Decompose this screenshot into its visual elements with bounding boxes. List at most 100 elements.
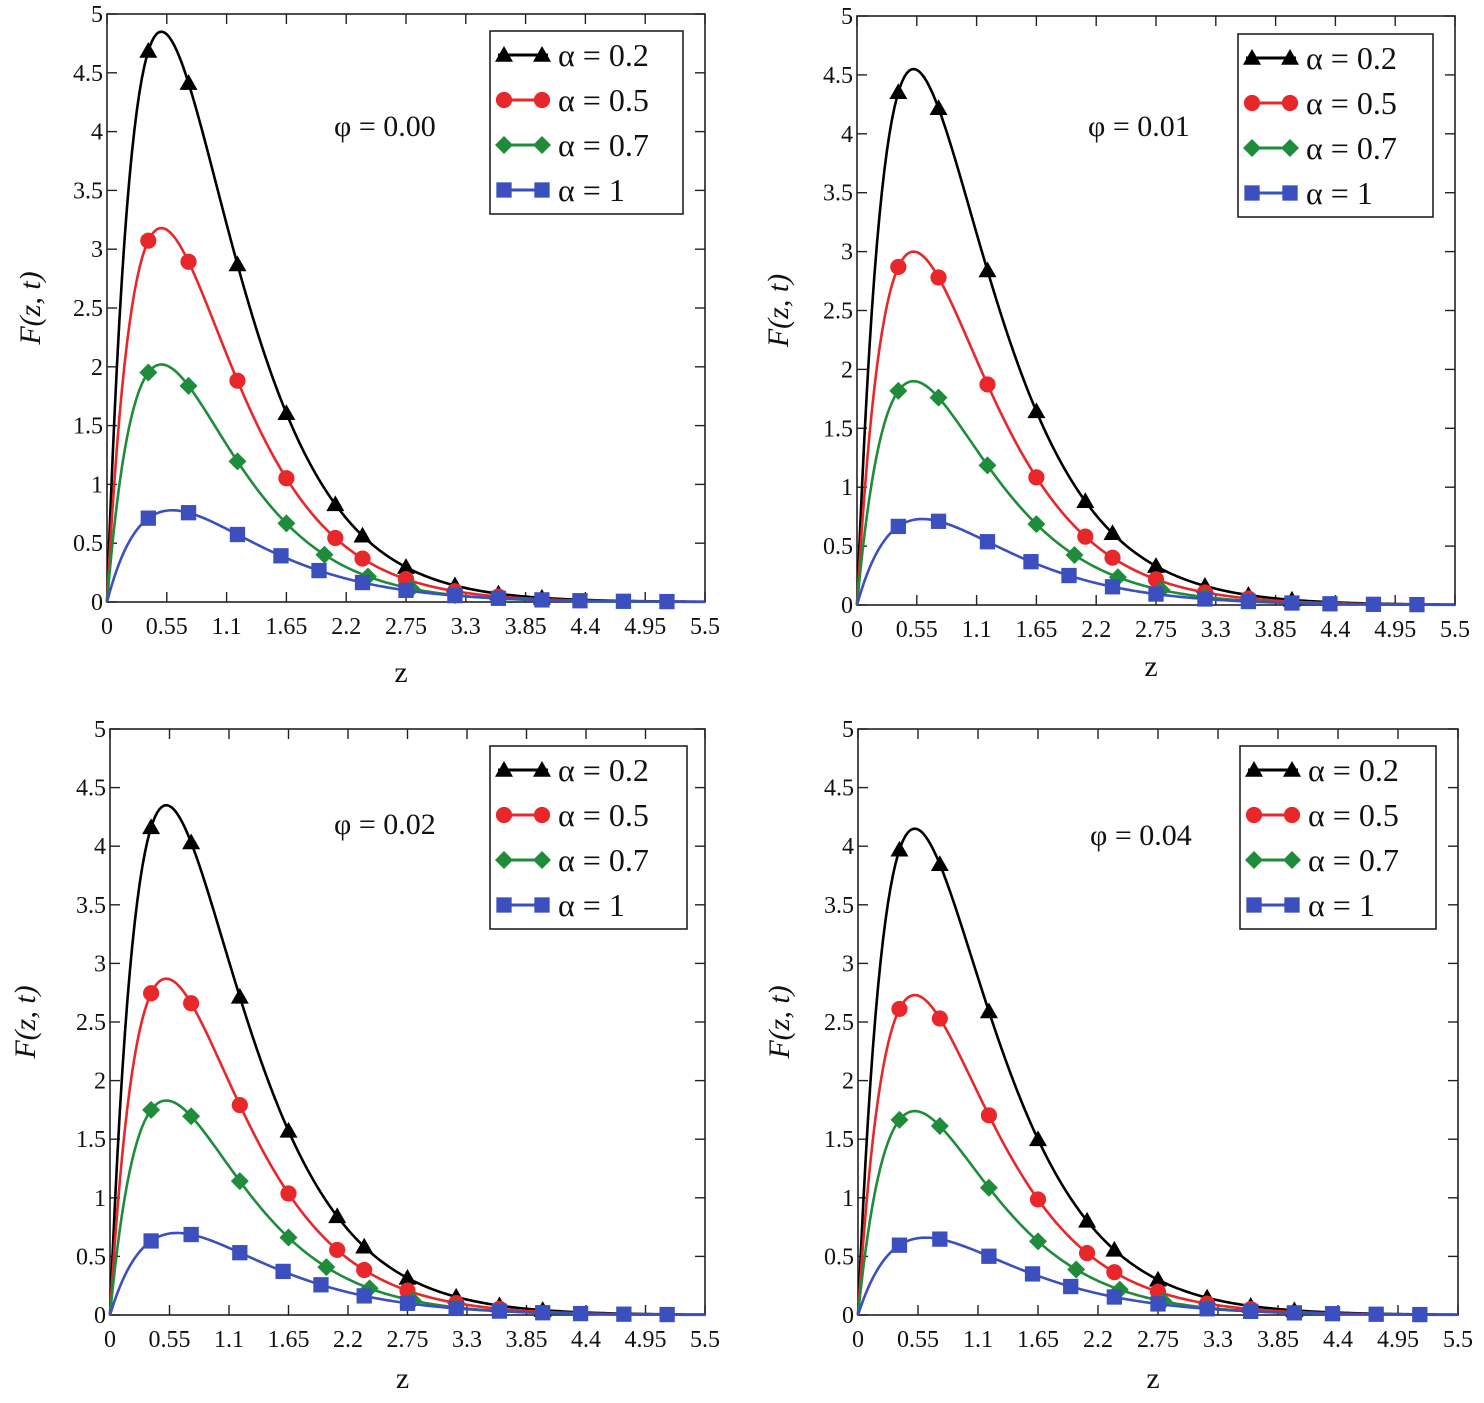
x-tick-label: 4.4 bbox=[1323, 1327, 1353, 1353]
data-point-marker bbox=[659, 593, 675, 610]
legend-label: α = 0.7 bbox=[1308, 842, 1399, 878]
data-point-marker bbox=[356, 1288, 372, 1304]
data-point-marker bbox=[229, 372, 246, 389]
legend-marker bbox=[533, 851, 551, 869]
legend-label: α = 1 bbox=[558, 887, 625, 923]
x-tick-label: 1.1 bbox=[214, 1327, 244, 1353]
y-axis-label: F(z, t) bbox=[14, 271, 47, 345]
y-axis-label: F(z, t) bbox=[762, 274, 795, 348]
data-point-marker bbox=[490, 590, 507, 606]
data-point-marker bbox=[1105, 1240, 1124, 1257]
y-tick-label: 2.5 bbox=[824, 1010, 854, 1036]
chart-panel-3: 0 0.55 1.1 1.65 2.2 2.75 3.3 3.85 4.4 4.95 5.500.5… bbox=[9, 717, 720, 1395]
legend-label: α = 0.5 bbox=[558, 82, 649, 118]
data-point-marker bbox=[1027, 515, 1046, 534]
x-tick-label: 1.65 bbox=[268, 1327, 310, 1353]
y-tick-label: 2 bbox=[841, 357, 853, 383]
legend-marker bbox=[1245, 851, 1263, 869]
x-tick-label: 1.65 bbox=[1015, 617, 1057, 643]
data-point-marker bbox=[931, 1010, 948, 1027]
data-point-marker bbox=[142, 1100, 161, 1119]
y-tick-label: 0.5 bbox=[824, 1244, 854, 1270]
x-tick-label: 2.75 bbox=[387, 1327, 429, 1353]
x-tick-label: 1.1 bbox=[963, 1327, 993, 1353]
x-tick-label: 4.4 bbox=[1320, 617, 1350, 643]
y-tick-label: 1 bbox=[94, 1186, 106, 1212]
data-point-marker bbox=[328, 1207, 347, 1224]
data-point-marker bbox=[1106, 1264, 1123, 1281]
data-point-marker bbox=[182, 833, 201, 850]
x-tick-label: 4.95 bbox=[1374, 617, 1416, 643]
data-point-marker bbox=[1147, 557, 1165, 573]
data-point-marker bbox=[616, 1306, 632, 1322]
data-point-marker bbox=[932, 1231, 948, 1247]
legend-label: α = 0.5 bbox=[1308, 797, 1399, 833]
y-tick-label: 2.5 bbox=[823, 299, 853, 325]
data-point-marker bbox=[889, 381, 908, 400]
data-point-marker bbox=[1024, 1266, 1041, 1282]
data-point-marker bbox=[572, 1305, 589, 1322]
legend-label: α = 0.2 bbox=[558, 37, 649, 73]
x-tick-label: 3.3 bbox=[452, 1327, 482, 1353]
x-tick-label: 1.65 bbox=[1017, 1327, 1059, 1353]
data-point-marker bbox=[180, 505, 197, 521]
x-tick-label: 2.2 bbox=[331, 614, 361, 640]
data-point-marker bbox=[930, 1117, 949, 1136]
legend-label: α = 0.2 bbox=[1306, 40, 1397, 76]
y-tick-label: 0 bbox=[842, 1303, 854, 1329]
legend-marker bbox=[495, 806, 513, 824]
data-point-marker bbox=[1061, 567, 1077, 584]
data-point-marker bbox=[1027, 402, 1046, 419]
x-tick-label: 0 bbox=[852, 1327, 864, 1353]
legend-label: α = 0.5 bbox=[558, 797, 649, 833]
data-point-marker bbox=[277, 514, 296, 533]
data-point-marker bbox=[143, 985, 160, 1002]
x-tick-label: 0.55 bbox=[149, 1327, 191, 1353]
legend-label: α = 0.2 bbox=[1308, 752, 1399, 788]
x-tick-label: 4.95 bbox=[625, 1327, 667, 1353]
legend: α = 0.2 α = 0.5 α = 0.7 α = 1 bbox=[489, 745, 688, 930]
y-tick-label: 0 bbox=[91, 590, 103, 616]
y-tick-label: 3.5 bbox=[824, 893, 854, 919]
legend-marker bbox=[1281, 139, 1299, 157]
legend-marker bbox=[495, 46, 513, 62]
data-point-marker bbox=[930, 513, 947, 529]
data-point-marker bbox=[1286, 1305, 1303, 1321]
legend-marker bbox=[533, 136, 551, 154]
data-point-marker bbox=[889, 83, 908, 100]
data-point-marker bbox=[890, 258, 907, 276]
y-tick-label: 1.5 bbox=[824, 1127, 854, 1153]
x-axis-label: z bbox=[1146, 1362, 1159, 1395]
y-tick-label: 4.5 bbox=[76, 776, 106, 802]
data-point-marker bbox=[313, 1277, 329, 1293]
y-tick-label: 3 bbox=[94, 951, 106, 977]
y-tick-label: 2.5 bbox=[73, 296, 103, 322]
data-point-marker bbox=[1076, 492, 1095, 509]
data-point-marker bbox=[534, 592, 550, 608]
data-point-marker bbox=[1106, 1289, 1123, 1305]
legend-label: α = 1 bbox=[1308, 887, 1375, 923]
x-tick-label: 0.55 bbox=[896, 617, 938, 643]
data-point-marker bbox=[1078, 1211, 1097, 1228]
y-tick-label: 3 bbox=[841, 240, 853, 266]
data-point-marker bbox=[978, 456, 997, 475]
chart-panel-4: 0 0.55 1.1 1.65 2.2 2.75 3.3 3.85 4.4 4.95 5.500.5… bbox=[763, 717, 1473, 1395]
y-tick-label: 4 bbox=[841, 122, 853, 148]
data-point-marker bbox=[930, 269, 947, 286]
data-point-marker bbox=[1243, 1303, 1259, 1319]
data-point-marker bbox=[1240, 593, 1257, 610]
data-point-marker bbox=[447, 587, 463, 604]
data-point-marker bbox=[615, 593, 632, 609]
data-point-marker bbox=[228, 255, 247, 272]
phi-annotation: φ = 0.01 bbox=[1088, 110, 1190, 143]
legend-label: α = 0.2 bbox=[558, 752, 649, 788]
data-point-marker bbox=[1065, 546, 1084, 565]
data-point-marker bbox=[1029, 1130, 1047, 1147]
data-point-marker bbox=[1412, 1306, 1428, 1323]
data-point-marker bbox=[1322, 596, 1338, 612]
data-point-marker bbox=[229, 526, 246, 543]
data-point-marker bbox=[1284, 595, 1300, 611]
data-point-marker bbox=[979, 376, 996, 393]
data-point-marker bbox=[1149, 1270, 1167, 1287]
x-axis-label: z bbox=[1144, 650, 1157, 683]
